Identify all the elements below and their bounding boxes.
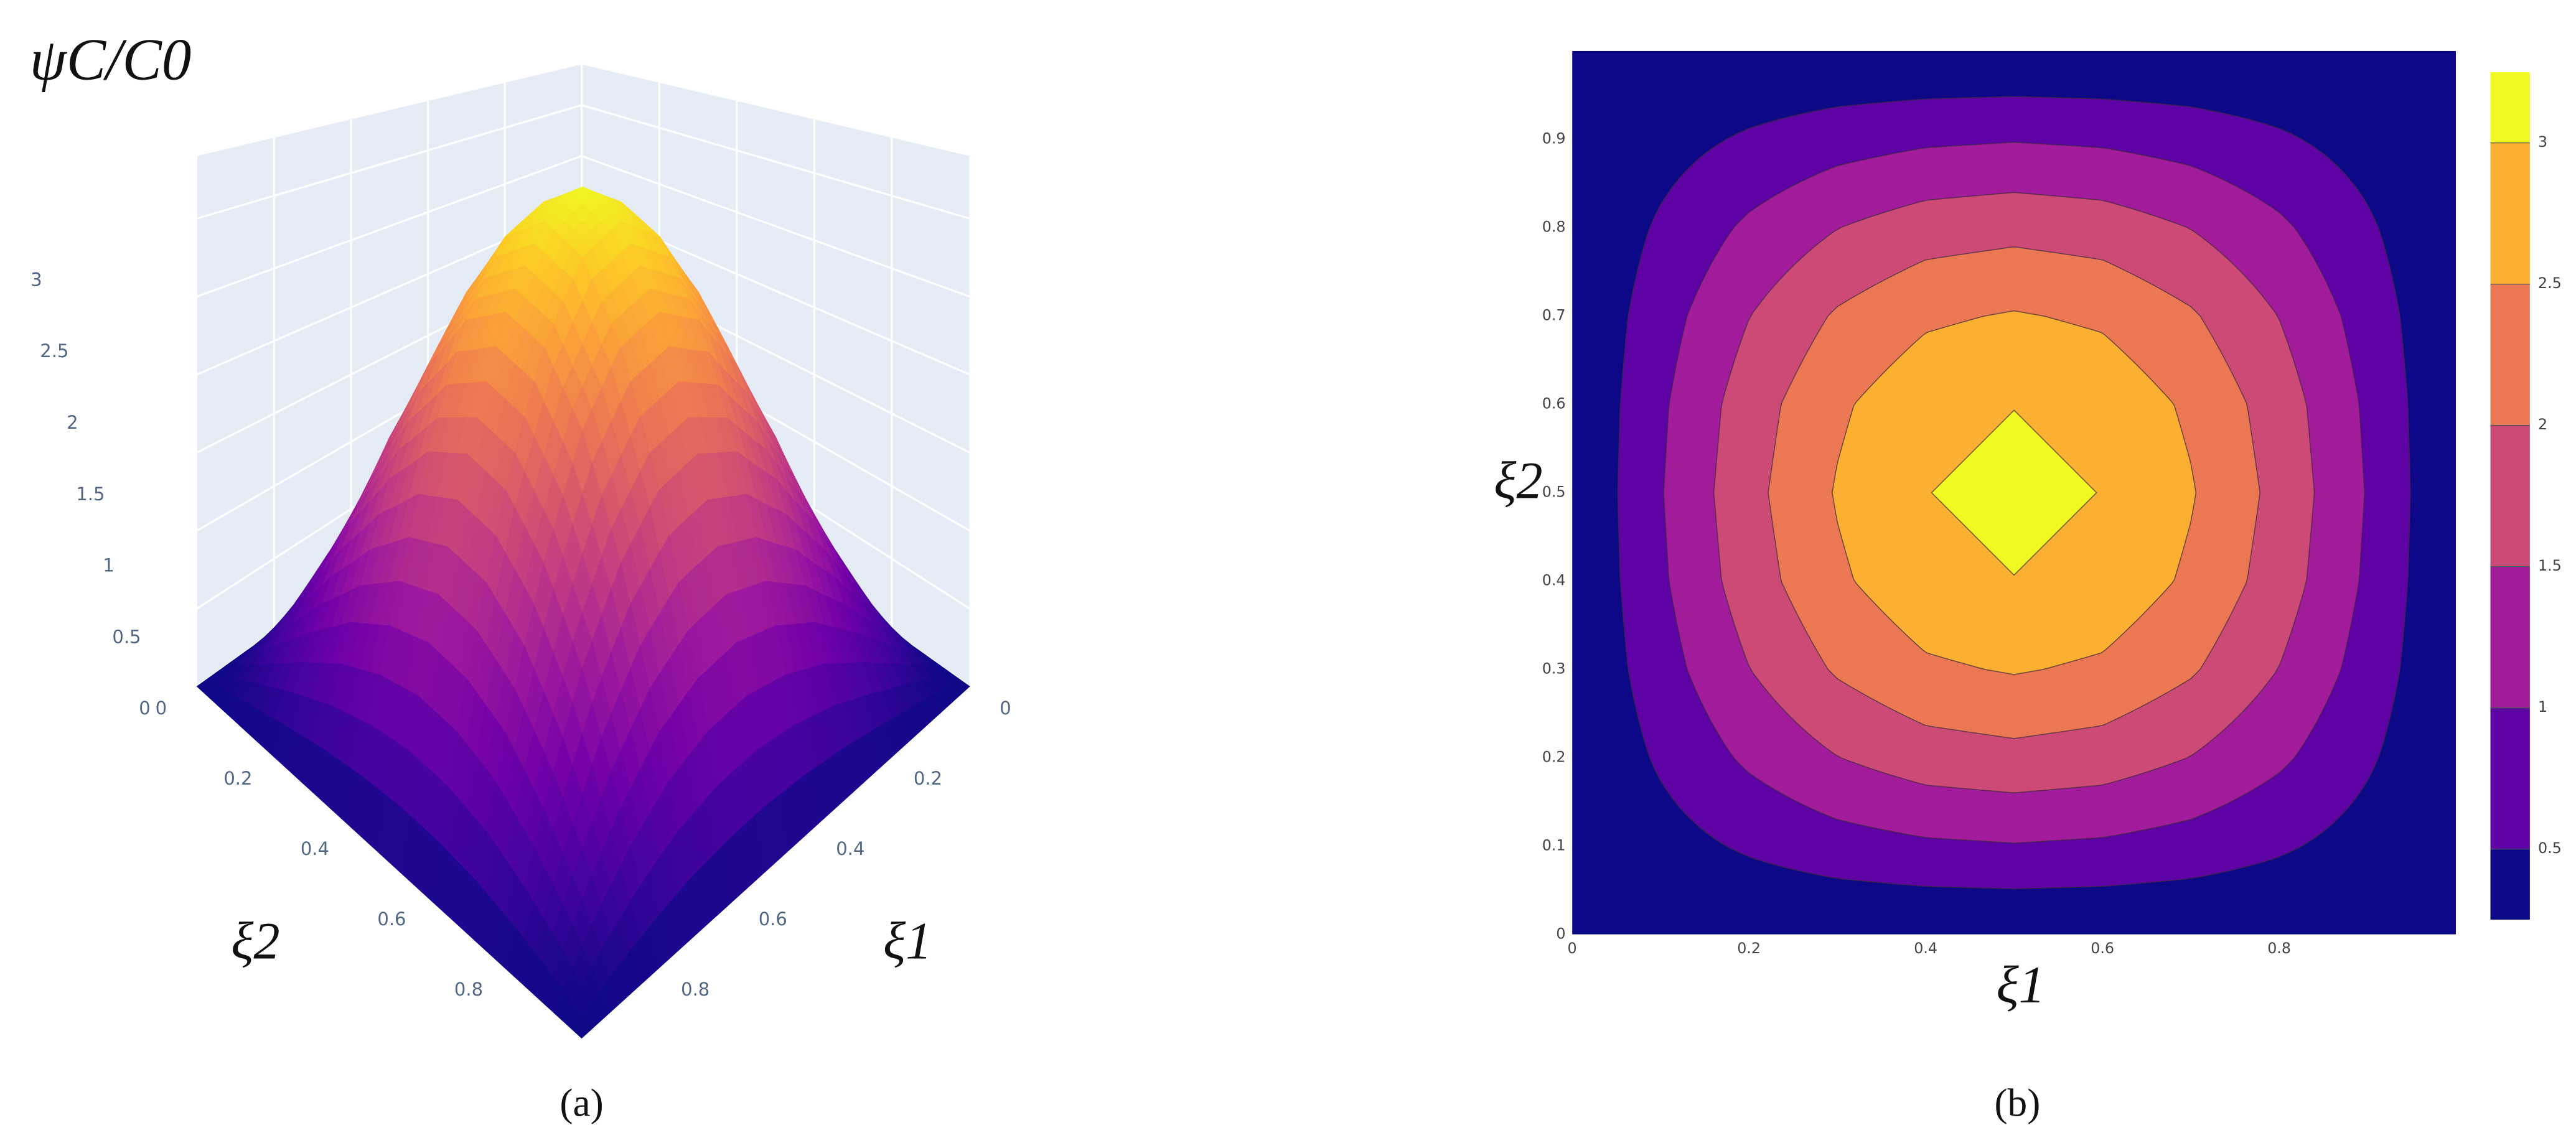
z-tick-label: 2 [67,412,78,433]
surface-title: ψC/C0 [30,26,192,92]
colorbar-band [2490,425,2530,567]
colorbar-band [2490,707,2530,849]
z-tick-label: 1.5 [76,483,105,505]
y-tick-label: 0.9 [1542,129,1566,147]
x-tick-label: 0.6 [2091,940,2114,957]
z-tick-label: 3 [30,269,42,290]
y-tick-label: 0.2 [1542,748,1566,765]
x-axis-label: ξ1 [1996,956,2044,1014]
y-tick-label: 0.5 [1542,483,1566,500]
surface-patch [571,1015,592,1039]
colorbar-band [2490,142,2530,284]
panel-label: (a) [560,1081,603,1124]
y-tick-label: 0.7 [1542,306,1566,324]
colorbar-tick-label: 1.5 [2538,557,2562,574]
y-tick-label: 0.3 [1542,660,1566,677]
colorbar-band [2490,849,2530,920]
surface-plot: 0 0.5 1 1.5 2 2.5 3 0 0.2 0.4 0.6 0.8 0 0.2 0.4 0.6 0.8 ξ… [30,64,1011,1039]
y-axis-label: ξ2 [231,913,279,971]
y-tick-label: 0.6 [1542,394,1566,412]
y-tick-label: 0.4 [1542,571,1566,589]
z-tick-label: 2.5 [40,340,68,362]
y-tick-label: 0.4 [301,838,329,859]
z-tick-label: 0.5 [112,626,141,647]
colorbar-tick-label: 2.5 [2538,274,2562,292]
x-tick-label: 0.8 [681,979,710,1000]
x-tick-label: 0.2 [914,768,942,789]
contour-area [1572,50,2457,935]
y-tick-label: 0.8 [1542,218,1566,235]
contour-band [1931,409,2097,576]
panel-label: (b) [1994,1081,2040,1124]
colorbar-tick-label: 3 [2538,133,2547,151]
y-tick-label: 0 [1556,925,1565,942]
x-tick-label: 0.4 [1914,940,1937,957]
grid-line [197,104,583,220]
wall [197,64,582,687]
grid-line [197,155,583,297]
colorbar-band [2490,284,2530,426]
colorbar-tick-label: 2 [2538,416,2547,433]
x-tick-label: 0.6 [759,908,787,930]
x-tick-label: 0 [1000,697,1011,719]
colorbar-tick-label: 1 [2538,698,2547,716]
y-tick-label: 0.2 [223,768,252,789]
wall [581,64,970,687]
x-axis-label: ξ1 [883,913,932,971]
y-tick-label: 0.1 [1542,836,1566,854]
y-tick-label: 0.8 [454,979,483,1000]
y-axis-label: ξ2 [1494,452,1542,510]
grid-line [581,155,970,297]
x-tick-label: 0 [1568,940,1577,957]
colorbar-tick-label: 0.5 [2538,839,2562,857]
colorbar-band [2490,72,2530,143]
z-tick-label: 1 [103,555,114,576]
colorbar-band [2490,566,2530,708]
x-tick-label: 0.2 [1737,940,1761,957]
y-tick-label: 0 [156,697,167,719]
grid-line [581,104,970,220]
x-tick-label: 0.8 [2267,940,2291,957]
y-tick-label: 0.6 [377,908,406,930]
contour-plot: 0 0.2 0.4 0.6 0.8 0 0.1 0.2 0.3 0.4 0.5 0.6 0.7 0.8 0.… [1494,50,2562,1014]
x-tick-label: 0.4 [836,838,864,859]
z-tick-label: 0 [139,697,150,719]
